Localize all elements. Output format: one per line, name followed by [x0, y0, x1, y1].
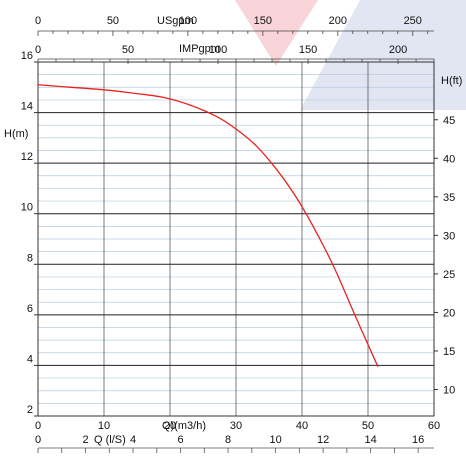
- top-tick-label-0: 150: [254, 15, 272, 27]
- x2-tick-label: 0: [35, 434, 41, 446]
- top-tick-label-1: 50: [122, 44, 134, 56]
- y-axis-label: H(m): [4, 128, 28, 140]
- x2-tick-label: 14: [364, 434, 376, 446]
- series-line-pump: [37, 84, 379, 367]
- x-tick-label: 50: [362, 420, 374, 432]
- x2-tick-label: 8: [225, 434, 231, 446]
- y2-tick-label: 10: [443, 385, 455, 397]
- y2-tick-label: 45: [443, 115, 455, 127]
- y2-tick-label: 30: [443, 230, 455, 242]
- y-tick-label: 4: [27, 353, 33, 365]
- y-tick-label: 12: [21, 151, 33, 163]
- top-tick-label-1: 150: [299, 44, 317, 56]
- x-tick-label: 30: [230, 420, 242, 432]
- top-axis-label-usgpm: USgpm: [157, 15, 194, 27]
- x-axis: 0 10 20 30 40 50 60: [35, 420, 440, 432]
- y2-axis-label: H(ft): [441, 75, 462, 87]
- x2-tick-label: 12: [317, 434, 329, 446]
- major-gridlines: [38, 62, 434, 416]
- y-tick-label: 14: [21, 101, 33, 113]
- y2-tick-label: 35: [443, 192, 455, 204]
- x-axis-ls: 0 2 4 6 8 10 12 14 16: [35, 434, 434, 453]
- x2-tick-label: 10: [269, 434, 281, 446]
- top-axes: 0 50 100 150 200 250 0 50 100 150 200: [35, 15, 435, 64]
- x-tick-label: 40: [296, 420, 308, 432]
- y2-tick-label: 40: [443, 153, 455, 165]
- top-tick-label-0: 50: [107, 15, 119, 27]
- x2-tick-label: 4: [130, 434, 136, 446]
- y2-tick-label: 25: [443, 269, 455, 281]
- x-tick-label: 20: [164, 420, 176, 432]
- decor-pink-triangle: [235, 0, 318, 66]
- y2-tick-label: 15: [443, 346, 455, 358]
- x-tick-label: 60: [428, 420, 440, 432]
- x2-axis-label: Q (l/S): [94, 434, 126, 446]
- decor-blue-shape: [300, 0, 466, 110]
- top-tick-label-0: 250: [404, 15, 422, 27]
- y-tick-label: 2: [27, 404, 33, 416]
- y-tick-label: 6: [27, 303, 33, 315]
- x2-tick-label: 2: [82, 434, 88, 446]
- top-axis-label-impgpm: IMPgpm: [179, 43, 220, 55]
- top-tick-label-1: 0: [35, 44, 41, 56]
- y-tick-label: 8: [27, 252, 33, 264]
- y-tick-label: 10: [21, 202, 33, 214]
- y-axis-left: 2 4 6 8 10 12 14 16: [21, 50, 38, 417]
- x-tick-label: 0: [35, 420, 41, 432]
- top-tick-label-1: 100: [209, 44, 227, 56]
- x-axis-label: Q)(m3/h): [162, 420, 206, 432]
- top-tick-label-0: 200: [329, 15, 347, 27]
- top-tick-label-0: 0: [35, 15, 41, 27]
- y2-tick-label: 20: [443, 307, 455, 319]
- x-tick-label: 10: [98, 420, 110, 432]
- y-axis-right: 10 15 20 25 30 35 40 45: [434, 115, 455, 397]
- top-tick-label-1: 200: [389, 44, 407, 56]
- y-tick-label: 16: [21, 50, 33, 62]
- x2-tick-label: 6: [177, 434, 183, 446]
- x2-tick-label: 16: [412, 434, 424, 446]
- top-tick-label-0: 100: [179, 15, 197, 27]
